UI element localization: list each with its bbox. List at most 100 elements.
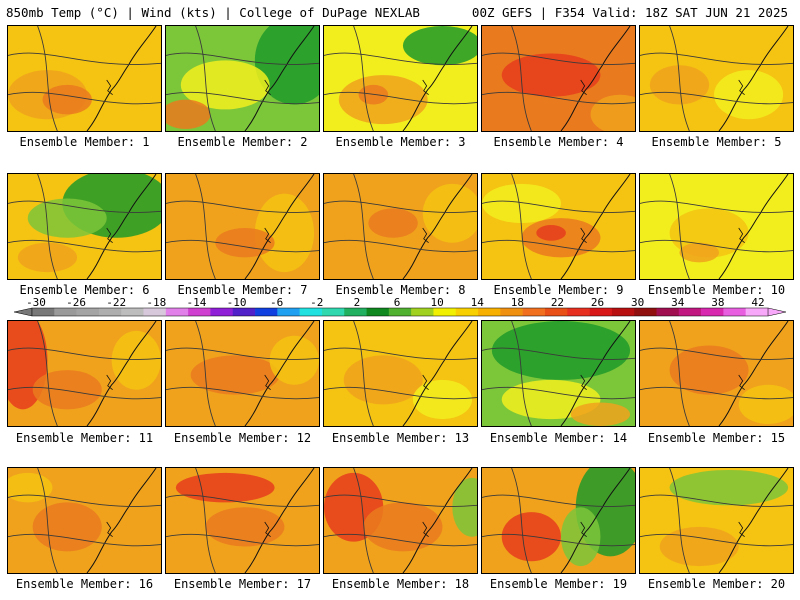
ensemble-member-label-7: Ensemble Member: 7	[177, 283, 308, 297]
colorbar-swatch	[143, 308, 167, 316]
colorbar-tick-label: 10	[430, 296, 443, 309]
colorbar-tick-label: -14	[187, 296, 207, 309]
colorbar-swatch	[321, 308, 345, 316]
temperature-field-1	[8, 26, 161, 131]
colorbar-swatch	[589, 308, 613, 316]
ensemble-map-5	[639, 25, 794, 132]
colorbar-swatch	[165, 308, 189, 316]
temperature-field-10	[640, 174, 793, 279]
map-title: 850mb Temp (°C) | Wind (kts) | College o…	[6, 5, 420, 20]
temperature-field-4	[482, 26, 635, 131]
ensemble-member-label-12: Ensemble Member: 12	[173, 431, 312, 445]
colorbar-swatch	[255, 308, 278, 316]
run-valid-time: 00Z GEFS | F354 Valid: 18Z SAT JUN 21 20…	[471, 5, 788, 20]
temperature-field-12	[166, 321, 319, 426]
ensemble-map-2	[165, 25, 320, 132]
colorbar-tick-label: 14	[471, 296, 485, 309]
colorbar-tick-label: 38	[711, 296, 724, 309]
ensemble-map-20	[639, 467, 794, 574]
ensemble-map-16	[7, 467, 162, 574]
ensemble-member-label-2: Ensemble Member: 2	[177, 135, 308, 149]
ensemble-member-label-18: Ensemble Member: 18	[331, 577, 470, 591]
colorbar-swatch	[299, 308, 323, 316]
colorbar-tick-label: -18	[146, 296, 166, 309]
colorbar-low-arrow	[14, 307, 33, 317]
colorbar-tick-label: 30	[631, 296, 644, 309]
temperature-field-13	[324, 321, 477, 426]
ensemble-member-label-8: Ensemble Member: 8	[335, 283, 466, 297]
colorbar-swatch	[678, 308, 702, 316]
temperature-field-9	[482, 174, 635, 279]
colorbar-swatch	[54, 308, 77, 316]
ensemble-map-3	[323, 25, 478, 132]
ensemble-member-label-15: Ensemble Member: 15	[647, 431, 786, 445]
colorbar-swatch	[522, 308, 546, 316]
ensemble-member-label-13: Ensemble Member: 13	[331, 431, 470, 445]
ensemble-member-label-11: Ensemble Member: 11	[15, 431, 154, 445]
colorbar-tick-label: -2	[310, 296, 323, 309]
temperature-field-2	[166, 26, 319, 131]
colorbar-tick-label: 42	[751, 296, 764, 309]
temperature-field-14	[482, 321, 635, 426]
colorbar-swatch	[366, 308, 390, 316]
ensemble-member-label-20: Ensemble Member: 20	[647, 577, 786, 591]
colorbar-swatch	[455, 308, 479, 316]
temperature-field-3	[324, 26, 477, 131]
ensemble-member-label-17: Ensemble Member: 17	[173, 577, 312, 591]
colorbar-tick-label: 18	[511, 296, 524, 309]
ensemble-member-label-5: Ensemble Member: 5	[651, 135, 782, 149]
temperature-field-16	[8, 468, 161, 573]
ensemble-member-label-19: Ensemble Member: 19	[489, 577, 628, 591]
colorbar-swatch	[478, 308, 501, 316]
colorbar-swatch	[611, 308, 635, 316]
ensemble-map-10	[639, 173, 794, 280]
colorbar-tick-label: -10	[227, 296, 247, 309]
colorbar-swatch	[76, 308, 100, 316]
colorbar-swatch	[567, 308, 590, 316]
colorbar-swatch	[188, 308, 211, 316]
colorbar-swatch	[388, 308, 412, 316]
colorbar-swatch	[723, 308, 746, 316]
ensemble-map-1	[7, 25, 162, 132]
ensemble-map-17	[165, 467, 320, 574]
ensemble-map-4	[481, 25, 636, 132]
ensemble-map-13	[323, 320, 478, 427]
temperature-field-15	[640, 321, 793, 426]
ensemble-member-label-3: Ensemble Member: 3	[335, 135, 466, 149]
colorbar-high-arrow	[767, 307, 786, 317]
ensemble-member-label-1: Ensemble Member: 1	[19, 135, 150, 149]
colorbar-tick-label: -30	[26, 296, 46, 309]
temperature-field-11	[8, 321, 161, 426]
temperature-field-20	[640, 468, 793, 573]
ensemble-map-19	[481, 467, 636, 574]
colorbar-tick-label: -22	[106, 296, 126, 309]
colorbar-swatch	[98, 308, 122, 316]
colorbar-tick-label: -6	[270, 296, 283, 309]
colorbar-tick-label: 26	[591, 296, 604, 309]
temperature-colorbar: -30 -26 -22 -18 -14 -10 -6 -2 2 6 10 14 18 22 26 30 34 38…	[14, 296, 786, 320]
colorbar-tick-label: 22	[551, 296, 564, 309]
colorbar-swatch	[656, 308, 680, 316]
temperature-field-19	[482, 468, 635, 573]
colorbar-tick-label: 2	[354, 296, 361, 309]
temperature-field-5	[640, 26, 793, 131]
ensemble-map-11	[7, 320, 162, 427]
ensemble-member-label-6: Ensemble Member: 6	[19, 283, 150, 297]
colorbar-swatch	[210, 308, 234, 316]
colorbar-swatch	[232, 308, 256, 316]
ensemble-member-label-10: Ensemble Member: 10	[647, 283, 786, 297]
colorbar-swatch	[32, 308, 55, 316]
ensemble-member-label-16: Ensemble Member: 16	[15, 577, 154, 591]
colorbar-swatch	[344, 308, 367, 316]
ensemble-map-8	[323, 173, 478, 280]
colorbar-swatch	[411, 308, 434, 316]
temperature-field-17	[166, 468, 319, 573]
colorbar-swatch	[500, 308, 523, 316]
colorbar-swatch	[121, 308, 144, 316]
temperature-field-8	[324, 174, 477, 279]
colorbar-tick-label: 6	[394, 296, 401, 309]
ensemble-member-label-14: Ensemble Member: 14	[489, 431, 628, 445]
temperature-field-18	[324, 468, 477, 573]
ensemble-map-14	[481, 320, 636, 427]
colorbar-tick-label: -26	[66, 296, 86, 309]
